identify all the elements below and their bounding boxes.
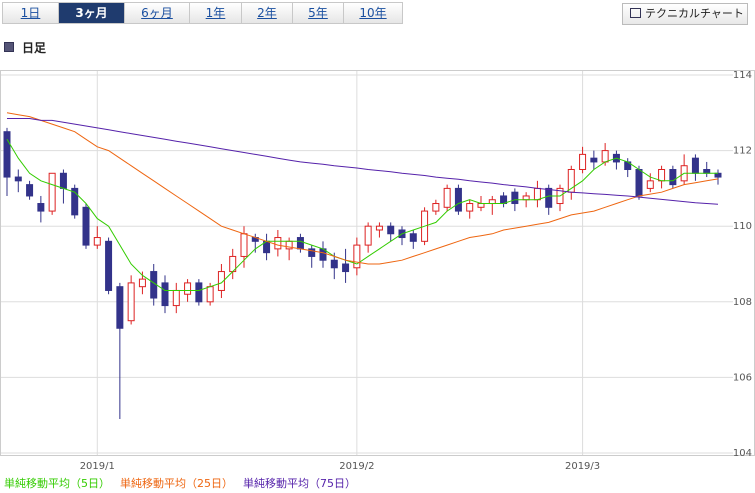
candle-body: [71, 187, 79, 216]
y-tick-label: 114: [733, 70, 752, 81]
candle-body: [635, 169, 643, 197]
y-tick-label: 112: [733, 146, 752, 157]
candle-body: [703, 169, 711, 174]
tab[interactable]: 1年: [190, 2, 242, 24]
x-tick-label: 2019/1: [80, 461, 115, 472]
candle-body: [364, 225, 372, 246]
candle-body: [691, 157, 699, 174]
candle-body: [161, 282, 169, 307]
candle-body: [184, 282, 192, 295]
tab[interactable]: 3ヶ月: [59, 2, 125, 24]
candle-body: [387, 225, 395, 235]
tab[interactable]: 1日: [2, 2, 59, 24]
candle-body: [342, 263, 350, 273]
candle-body: [195, 282, 203, 303]
candle-body: [296, 237, 304, 250]
candle-body: [443, 187, 451, 208]
period-label: 日足: [22, 41, 47, 55]
technical-button[interactable]: テクニカルチャート: [622, 3, 748, 25]
candle-body: [48, 172, 56, 212]
tab[interactable]: 5年: [293, 2, 344, 24]
period: 日足: [4, 39, 46, 56]
candle-body: [590, 157, 598, 163]
y-tick-label: 104: [733, 448, 752, 459]
candle-body: [353, 244, 361, 269]
candle-body: [37, 203, 45, 212]
y-tick-label: 110: [733, 221, 752, 232]
candle-body: [601, 150, 609, 163]
y-tick-label: 108: [733, 297, 752, 308]
candle-body: [217, 271, 225, 291]
candle-body: [308, 248, 316, 257]
candle-body: [579, 153, 587, 171]
candle-body: [240, 233, 248, 257]
candle-body: [3, 131, 11, 178]
candle-body: [658, 169, 666, 182]
tab[interactable]: 6ヶ月: [125, 2, 190, 24]
candle-body: [522, 195, 530, 201]
candle-body: [714, 172, 722, 178]
legend-entry: 単純移動平均（5日）: [4, 476, 110, 490]
candle-body: [127, 282, 135, 322]
candle-body: [116, 286, 124, 329]
candle-body: [533, 187, 541, 201]
candle-body: [206, 286, 214, 303]
candle-body: [59, 172, 67, 189]
candle-body: [26, 184, 34, 197]
tab[interactable]: 2年: [242, 2, 293, 24]
tab[interactable]: 10年: [344, 2, 403, 24]
candle-body: [409, 233, 417, 242]
candle-body: [454, 187, 462, 212]
legend-entry: 単純移動平均（25日）: [120, 476, 233, 490]
candle-body: [105, 240, 113, 291]
candle-body: [274, 237, 282, 250]
candle-body: [488, 199, 496, 205]
candle-body: [432, 203, 440, 212]
candle-body: [646, 180, 654, 189]
candle-body: [93, 237, 101, 246]
candle-body: [14, 176, 22, 182]
ma-line: [6, 112, 719, 265]
tabs: 1日 3ヶ月 6ヶ月 1年 2年 5年 10年: [2, 2, 403, 24]
x-tick-label: 2019/2: [339, 461, 374, 472]
button-label: テクニカルチャート: [645, 7, 744, 20]
candle-body: [466, 203, 474, 212]
ma-line: [6, 139, 718, 291]
candle-body: [82, 206, 90, 246]
plot-frame: [0, 70, 755, 456]
y-tick-label: 106: [733, 372, 752, 383]
candle-body: [375, 225, 383, 231]
x-tick-label: 2019/3: [565, 461, 600, 472]
ma-line: [7, 118, 719, 205]
candle-body: [545, 187, 553, 208]
legend-entry: 単純移動平均（75日）: [243, 476, 356, 490]
candle-body: [172, 289, 180, 307]
candle-body: [669, 169, 677, 186]
candle-body: [477, 203, 485, 208]
candle-body: [330, 259, 338, 269]
candle-body: [138, 278, 146, 288]
candle-body: [511, 191, 519, 205]
